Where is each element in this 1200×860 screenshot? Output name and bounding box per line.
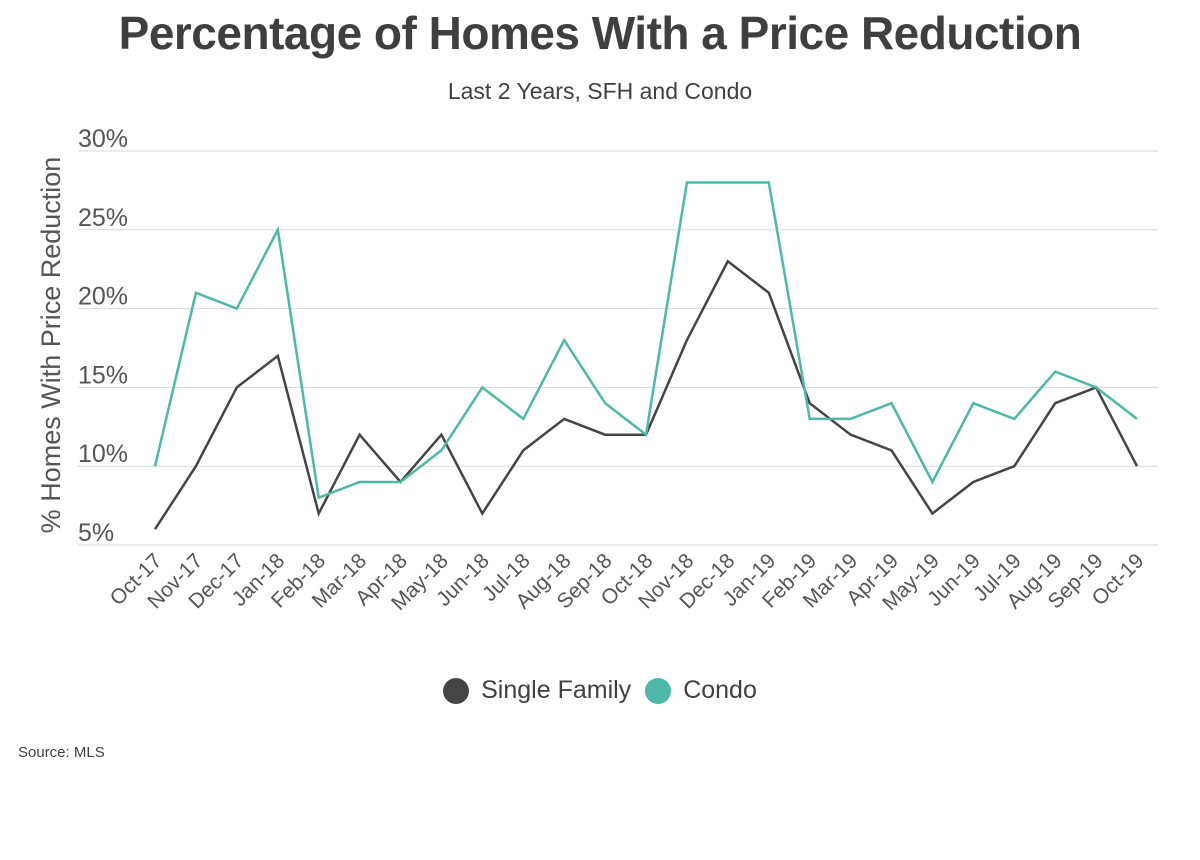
condo-swatch	[645, 677, 672, 704]
legend-label-condo: Condo	[683, 676, 757, 704]
legend-label-single-family: Single Family	[481, 676, 632, 704]
chart-title: Percentage of Homes With a Price Reducti…	[118, 7, 1082, 59]
series-lines	[153, 181, 1139, 530]
single-family-swatch	[443, 677, 470, 704]
y-tick-label: 20%	[78, 283, 128, 311]
legend-item-single-family: Single Family	[443, 676, 631, 705]
y-tick-label: 25%	[78, 204, 128, 232]
y-axis-label: % Homes With Price Reduction	[36, 157, 66, 534]
series-line-condo	[153, 181, 1138, 500]
source-note: Source: MLS	[18, 744, 105, 761]
y-tick-label: 15%	[78, 361, 128, 389]
x-axis-ticks: Oct-17Nov-17Dec-17Jan-18Feb-18Mar-18Apr-…	[106, 549, 1149, 615]
y-tick-label: 30%	[78, 125, 128, 153]
y-axis-ticks: 5% 10% 15% 20% 25% 30%	[78, 125, 128, 547]
y-tick-label: 10%	[78, 440, 128, 468]
y-tick-label: 5%	[78, 519, 114, 547]
legend-item-condo: Condo	[645, 676, 757, 705]
legend: Single Family Condo	[0, 676, 1200, 705]
line-chart: 5% 10% 15% 20% 25% 30% % Homes With Price Red…	[36, 125, 1158, 615]
grid-lines	[78, 150, 1158, 546]
chart-subtitle: Last 2 Years, SFH and Condo	[447, 78, 753, 104]
